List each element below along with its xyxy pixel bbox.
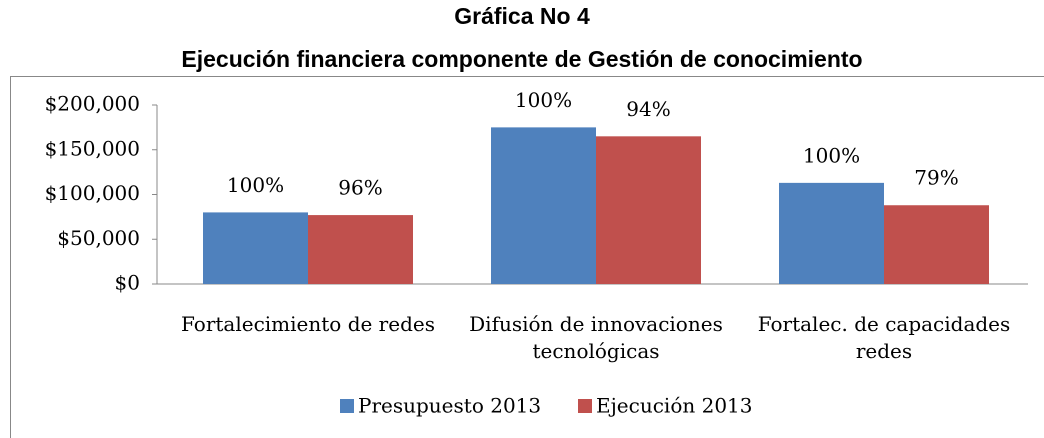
x-tick-label: Fortalec. de capacidades redes [757, 312, 1011, 363]
chart-subtitle: Ejecución financiera componente de Gesti… [181, 46, 862, 72]
y-tick-label: $100,000 [45, 181, 140, 205]
legend-label: Presupuesto 2013 [358, 394, 541, 418]
chart-title: Gráfica No 4 [454, 3, 590, 29]
data-label: 79% [914, 166, 958, 190]
data-label: 100% [515, 88, 572, 112]
data-label: 100% [803, 143, 860, 167]
y-tick-label: $50,000 [57, 226, 140, 250]
y-tick-label: $150,000 [45, 136, 140, 160]
bar [779, 182, 884, 284]
legend-swatch [340, 399, 354, 413]
legend-swatch [578, 399, 592, 413]
x-tick-label: Difusión de innovaciones tecnológicas [469, 312, 723, 363]
bar [308, 215, 413, 284]
data-label: 96% [338, 176, 382, 200]
chart-border [10, 76, 1044, 438]
bar [491, 127, 596, 284]
data-label: 100% [227, 173, 284, 197]
bar [203, 212, 308, 284]
x-tick-label: Fortalecimiento de redes [181, 312, 435, 336]
bar [596, 136, 701, 284]
y-tick-label: $200,000 [45, 92, 140, 116]
bar [884, 205, 989, 284]
y-tick-label: $0 [115, 271, 140, 295]
data-label: 94% [626, 97, 670, 121]
legend-label: Ejecución 2013 [596, 394, 753, 418]
